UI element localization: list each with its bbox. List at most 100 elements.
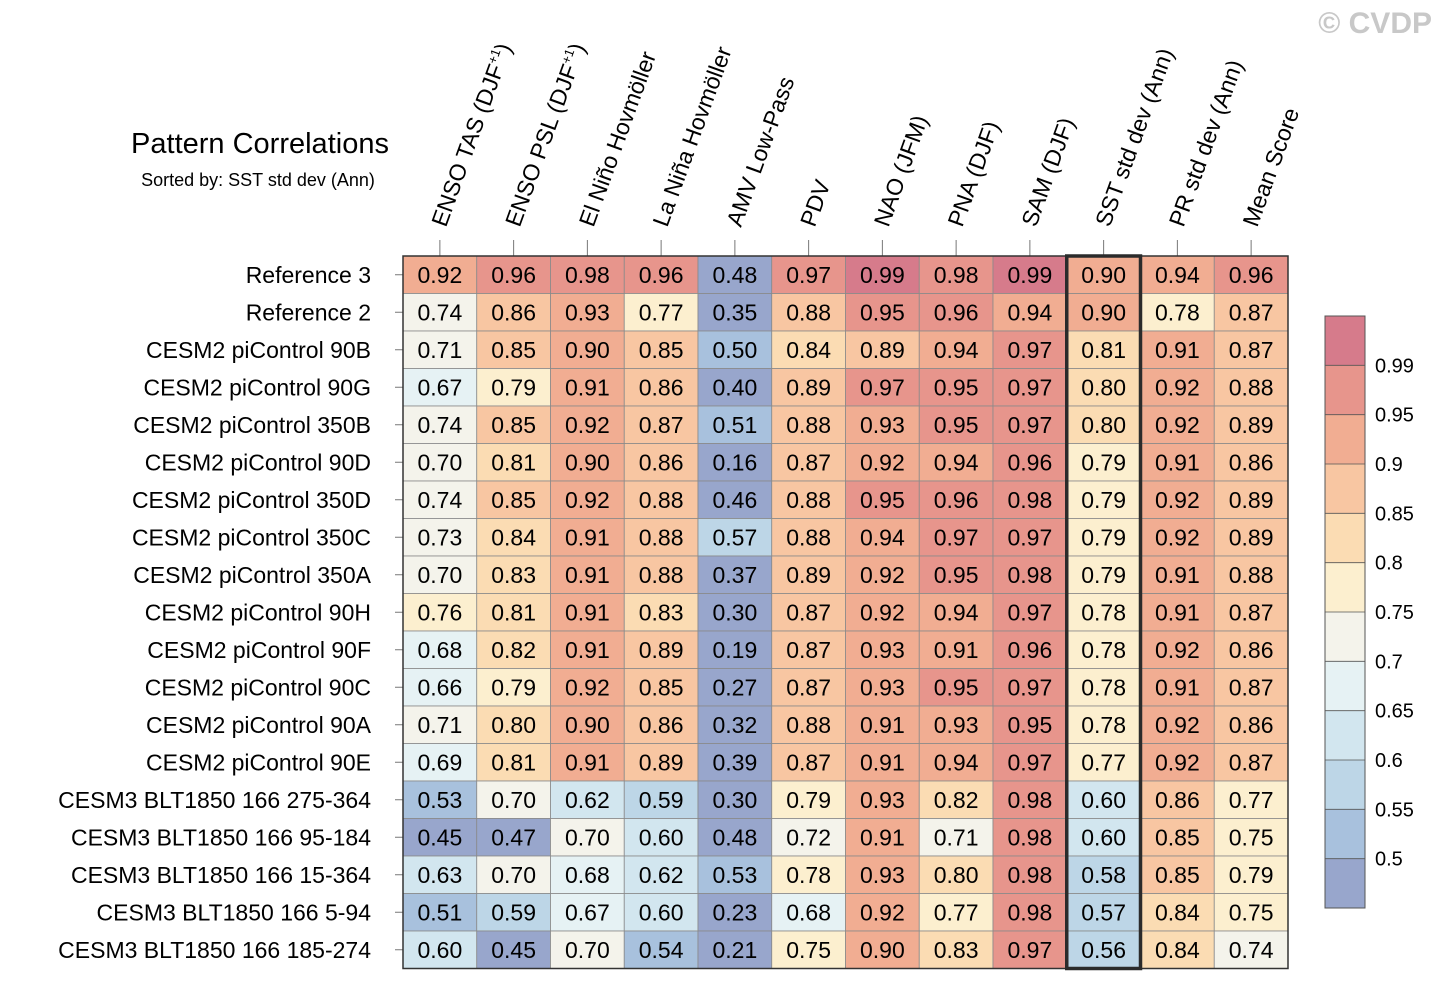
heatmap-cell — [918, 893, 994, 932]
cell-value: 0.74 — [417, 487, 462, 513]
heatmap-cell — [623, 330, 699, 369]
row-label: Reference 3 — [246, 262, 371, 288]
cell-value: 0.70 — [491, 862, 536, 888]
cell-value: 0.97 — [786, 262, 831, 288]
cell-value: 0.92 — [860, 562, 905, 588]
cell-value: 0.68 — [786, 899, 831, 925]
cell-value: 0.81 — [491, 599, 536, 625]
cell-value: 0.90 — [1081, 262, 1126, 288]
heatmap-cell — [992, 855, 1068, 894]
cell-value: 0.92 — [1155, 637, 1200, 663]
cell-value: 0.60 — [417, 937, 462, 963]
cell-value: 0.81 — [1081, 337, 1126, 363]
cell-value: 0.70 — [565, 937, 610, 963]
cell-value: 0.27 — [712, 674, 757, 700]
heatmap-cell — [1213, 818, 1289, 857]
heatmap-cell — [771, 405, 846, 444]
cell-value: 0.80 — [934, 862, 979, 888]
cell-value: 0.79 — [1081, 562, 1126, 588]
cell-value: 0.70 — [417, 562, 462, 588]
heatmap-cell — [1140, 293, 1215, 332]
cell-value: 0.89 — [1229, 524, 1274, 550]
heatmap-frame — [402, 254, 1289, 971]
colorbar-label: 0.9 — [1375, 454, 1403, 476]
column-label: PR std dev (Ann) — [1164, 56, 1248, 229]
heatmap-cell — [992, 405, 1068, 444]
heatmap-cell — [992, 930, 1068, 969]
heatmap-cell — [771, 593, 846, 632]
heatmap-cell — [697, 293, 773, 332]
cell-value: 0.98 — [1007, 862, 1052, 888]
heatmap-cell — [1213, 855, 1289, 894]
cell-value: 0.78 — [786, 862, 831, 888]
heatmap-cell — [845, 368, 920, 407]
heatmap-cell — [697, 443, 773, 482]
colorbar-segment — [1325, 316, 1365, 366]
heatmap-cell — [1140, 443, 1215, 482]
cell-value: 0.97 — [1007, 599, 1052, 625]
heatmap-cell — [550, 930, 625, 969]
cell-value: 0.32 — [712, 712, 757, 738]
cell-value: 0.74 — [1229, 937, 1274, 963]
cell-value: 0.45 — [491, 937, 536, 963]
heatmap-cell — [1140, 743, 1215, 782]
heatmap-cell — [992, 555, 1068, 594]
heatmap-cell — [476, 930, 551, 969]
cell-value: 0.86 — [1229, 449, 1274, 475]
cell-value: 0.88 — [639, 487, 684, 513]
row-label: CESM3 BLT1850 166 275-364 — [58, 787, 371, 813]
column-label: PNA (DJF) — [942, 118, 1004, 230]
cell-value: 0.91 — [1155, 562, 1200, 588]
cell-value: 0.47 — [491, 824, 536, 850]
cell-value: 0.21 — [712, 937, 757, 963]
column-label-superscript: +1 — [558, 47, 577, 66]
cell-value: 0.39 — [712, 749, 757, 775]
row-label: CESM2 piControl 90F — [147, 637, 371, 663]
cell-value: 0.86 — [639, 449, 684, 475]
column-label-main: PNA (DJF) — [942, 118, 1004, 230]
cell-value: 0.91 — [934, 637, 979, 663]
heatmap-cell — [771, 368, 846, 407]
heatmap-cell — [771, 930, 846, 969]
cell-value: 0.30 — [712, 787, 757, 813]
cell-value: 0.91 — [565, 374, 610, 400]
cell-value: 0.86 — [491, 299, 536, 325]
cell-value: 0.62 — [639, 862, 684, 888]
heatmap-cell — [623, 743, 699, 782]
cell-value: 0.85 — [639, 674, 684, 700]
cell-value: 0.79 — [786, 787, 831, 813]
cell-value: 0.89 — [786, 374, 831, 400]
cell-value: 0.79 — [1081, 449, 1126, 475]
cell-value: 0.92 — [565, 674, 610, 700]
cell-value: 0.69 — [417, 749, 462, 775]
heatmap-cell — [697, 480, 773, 519]
cell-value: 0.72 — [786, 824, 831, 850]
row-labels: Reference 3 Reference 2 CESM2 piControl 90… — [58, 262, 403, 963]
heatmap-cell — [918, 705, 994, 744]
heatmap-cell — [476, 368, 551, 407]
cell-value: 0.88 — [786, 299, 831, 325]
colorbar-segment — [1325, 464, 1365, 514]
row-label: CESM2 piControl 350C — [132, 524, 371, 550]
heatmap-cell — [1140, 668, 1215, 707]
cell-value: 0.98 — [1007, 487, 1052, 513]
cell-value: 0.70 — [491, 787, 536, 813]
cell-value: 0.79 — [1081, 487, 1126, 513]
heatmap-cell — [1066, 930, 1141, 969]
cell-value: 0.60 — [639, 824, 684, 850]
column-label: La Niña Hovmöller — [647, 43, 736, 230]
cell-value: 0.83 — [639, 599, 684, 625]
heatmap-cell — [476, 405, 551, 444]
cell-value: 0.77 — [639, 299, 684, 325]
cell-value: 0.87 — [1229, 674, 1274, 700]
heatmap-cell — [918, 255, 994, 294]
heatmap-cell — [697, 368, 773, 407]
cell-value: 0.94 — [1007, 299, 1052, 325]
cell-value: 0.57 — [1081, 899, 1126, 925]
heatmap-cell — [697, 555, 773, 594]
heatmap-cell — [623, 818, 699, 857]
cell-value: 0.80 — [1081, 374, 1126, 400]
cell-value: 0.98 — [1007, 787, 1052, 813]
cell-value: 0.78 — [1081, 674, 1126, 700]
